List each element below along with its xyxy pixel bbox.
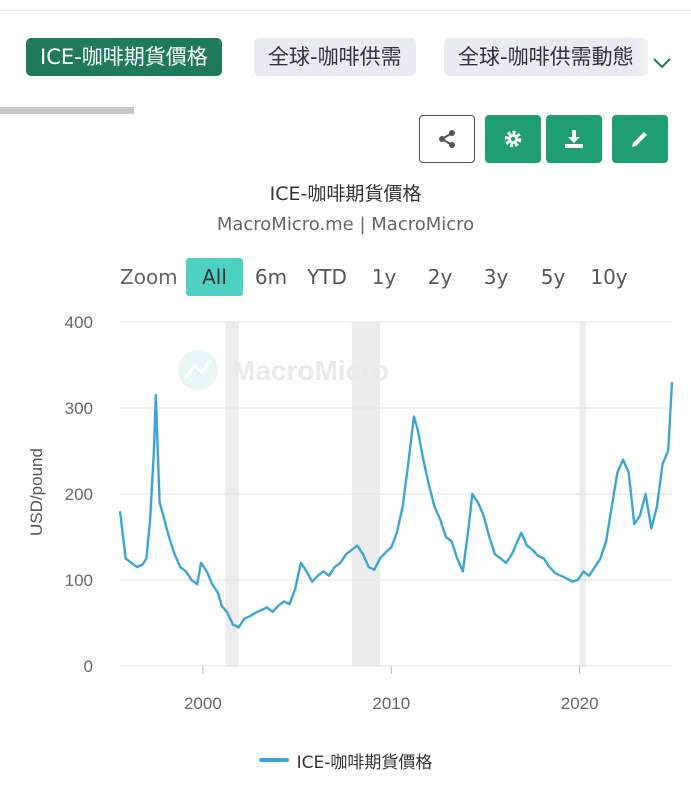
range-button-3y[interactable]: 3y	[483, 265, 509, 289]
y-axis-label: USD/pound	[27, 448, 46, 536]
pencil-icon	[632, 132, 647, 147]
y-tick-label: 400	[65, 313, 93, 332]
tab-global-coffee-supply-demand[interactable]: 全球-咖啡供需	[254, 38, 416, 76]
chart-title: ICE-咖啡期貨價格	[269, 183, 422, 205]
tab-coffee-futures[interactable]: ICE-咖啡期貨價格	[26, 38, 222, 76]
legend-item-label: ICE-咖啡期貨價格	[296, 752, 433, 773]
download-button[interactable]	[546, 115, 602, 163]
range-button-2y[interactable]: 2y	[427, 265, 453, 289]
price-chart[interactable]: MacroMicro 0 100 200 300 400 2000 2010 2020 US…	[0, 300, 691, 730]
tab-bar: ICE-咖啡期貨價格 全球-咖啡供需 全球-咖啡供需動態	[26, 38, 691, 78]
tab-global-coffee-supply-demand-trend[interactable]: 全球-咖啡供需動態	[444, 38, 648, 76]
share-button[interactable]	[419, 115, 475, 163]
tab-overflow-fade	[635, 38, 691, 78]
y-tick-label: 300	[65, 399, 93, 418]
watermark: MacroMicro	[178, 350, 389, 390]
chevron-down-icon[interactable]	[651, 52, 673, 74]
chart-subtitle: MacroMicro.me | MacroMicro	[216, 214, 475, 235]
x-tick-label: 2000	[184, 694, 222, 713]
range-button-ytd[interactable]: YTD	[307, 265, 347, 289]
settings-button[interactable]	[485, 115, 541, 163]
share-icon	[439, 130, 455, 148]
edit-button[interactable]	[612, 115, 668, 163]
range-button-all[interactable]: All	[186, 258, 243, 296]
y-tick-label: 0	[84, 657, 93, 676]
legend[interactable]: ICE-咖啡期貨價格	[0, 748, 691, 773]
watermark-text: MacroMicro	[232, 355, 389, 386]
x-tick-label: 2020	[561, 694, 599, 713]
y-tick-label: 200	[65, 485, 93, 504]
top-divider	[0, 10, 691, 11]
horizontal-scrollbar[interactable]	[0, 107, 134, 114]
range-button-5y[interactable]: 5y	[540, 265, 566, 289]
zoom-label: Zoom	[120, 265, 178, 289]
y-tick-label: 100	[65, 571, 93, 590]
download-icon	[565, 130, 583, 148]
x-tick-label: 2010	[372, 694, 410, 713]
legend-line-swatch	[258, 758, 289, 762]
gear-icon	[504, 130, 522, 148]
range-button-1y[interactable]: 1y	[371, 265, 397, 289]
range-button-6m[interactable]: 6m	[254, 265, 288, 289]
series-line-coffee-price	[118, 382, 674, 629]
range-button-10y[interactable]: 10y	[590, 265, 628, 289]
